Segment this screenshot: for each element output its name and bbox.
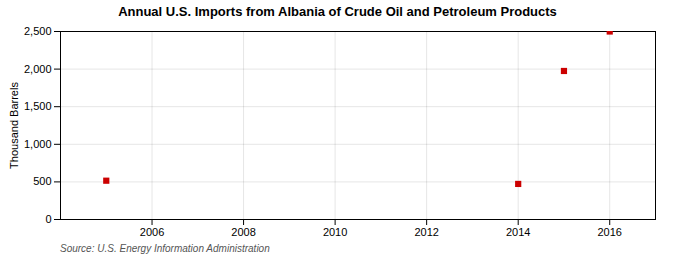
- svg-text:2010: 2010: [323, 226, 347, 238]
- svg-text:1,500: 1,500: [24, 100, 52, 112]
- svg-text:2012: 2012: [414, 226, 438, 238]
- html-text:Annual U.S. Imports from Alban: Annual U.S. Imports from Albania of Crud…: [118, 4, 557, 19]
- svg-text:2008: 2008: [231, 226, 255, 238]
- svg-text:2,000: 2,000: [24, 63, 52, 75]
- svg-text:2016: 2016: [597, 226, 621, 238]
- svg-text:Thousand Barrels: Thousand Barrels: [8, 82, 20, 169]
- svg-text:1,000: 1,000: [24, 138, 52, 150]
- svg-text:500: 500: [33, 175, 51, 187]
- svg-text:2006: 2006: [140, 226, 164, 238]
- html-text:Source: U.S. Energy Informatio: Source: U.S. Energy Information Administ…: [60, 243, 270, 254]
- svg-text:2014: 2014: [506, 226, 530, 238]
- svg-text:0: 0: [45, 213, 51, 225]
- svg-text:2,500: 2,500: [24, 25, 52, 37]
